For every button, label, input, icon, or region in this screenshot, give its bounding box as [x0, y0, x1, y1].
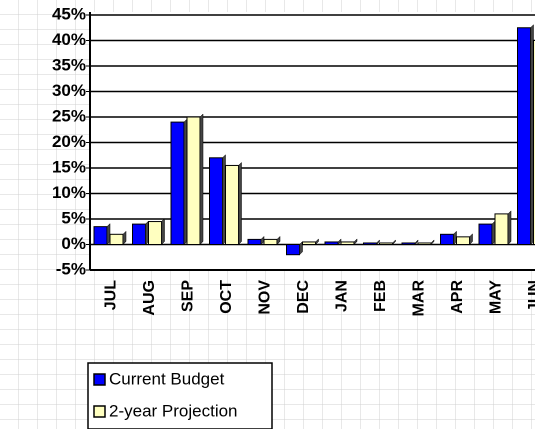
- y-tick-label: 40%: [52, 30, 86, 49]
- legend-label: 2-year Projection: [109, 401, 238, 420]
- bar: [533, 40, 535, 245]
- x-tick-label: DEC: [295, 280, 312, 314]
- bar-side: [392, 239, 396, 246]
- y-tick-label: 0%: [61, 234, 86, 253]
- bar: [440, 233, 454, 246]
- legend-swatch: [93, 405, 106, 418]
- legend-box: [87, 362, 273, 429]
- x-tick-label: OCT: [218, 280, 235, 314]
- bar: [263, 238, 278, 245]
- bar: [225, 164, 239, 245]
- legend: Current Budget 2-year Projection: [87, 362, 273, 429]
- y-tick-label: 35%: [52, 55, 86, 74]
- bar: [340, 241, 355, 245]
- bar: [286, 244, 300, 256]
- x-tick-label: JUN: [526, 280, 535, 312]
- bar-side: [276, 235, 281, 246]
- bar-side: [238, 161, 242, 246]
- y-tick-label: 15%: [52, 157, 86, 176]
- y-tick-label: 20%: [52, 132, 86, 151]
- bar: [456, 236, 470, 246]
- y-tick-label: 10%: [52, 183, 86, 202]
- bar-side: [315, 238, 319, 246]
- bar: [132, 223, 146, 246]
- x-tick-label: JAN: [333, 280, 350, 312]
- bar: [363, 242, 377, 246]
- y-tick-label: 45%: [52, 4, 86, 23]
- bar-side: [469, 233, 473, 246]
- x-tick-label: NOV: [256, 280, 273, 315]
- bar-side: [161, 217, 165, 246]
- bar: [209, 157, 223, 245]
- legend-swatch: [93, 373, 106, 386]
- bar: [324, 241, 339, 245]
- y-tick-label: -5%: [56, 259, 86, 278]
- bar: [170, 121, 185, 245]
- legend-label: Current Budget: [109, 369, 225, 388]
- bar-side: [430, 239, 435, 246]
- bar: [93, 226, 108, 245]
- bar-side: [122, 230, 127, 246]
- bar: [148, 221, 162, 246]
- y-tick-label: 30%: [52, 81, 86, 100]
- bar: [401, 242, 416, 246]
- x-tick-label: AUG: [141, 280, 158, 316]
- bar: [478, 223, 493, 246]
- x-tick-label: APR: [449, 280, 466, 314]
- y-tick-label: 25%: [52, 106, 86, 125]
- bar: [247, 238, 262, 245]
- bar: [302, 241, 316, 245]
- bar: [186, 116, 201, 245]
- x-tick-label: MAR: [410, 280, 427, 317]
- bar-side: [507, 210, 512, 246]
- x-tick-label: MAY: [487, 280, 504, 314]
- y-tick-label: 5%: [61, 208, 86, 227]
- x-tick-label: FEB: [372, 280, 389, 312]
- bar: [417, 242, 432, 246]
- bar: [494, 213, 509, 245]
- bar-side: [353, 238, 358, 246]
- bar-side: [199, 113, 204, 246]
- bar-side: [299, 240, 303, 256]
- bar-side: [376, 239, 380, 246]
- bar: [109, 233, 124, 246]
- bar-side: [414, 239, 419, 246]
- bar: [517, 27, 531, 245]
- bar: [379, 242, 393, 246]
- x-tick-label: JUL: [102, 280, 119, 310]
- x-tick-label: SEP: [179, 280, 196, 312]
